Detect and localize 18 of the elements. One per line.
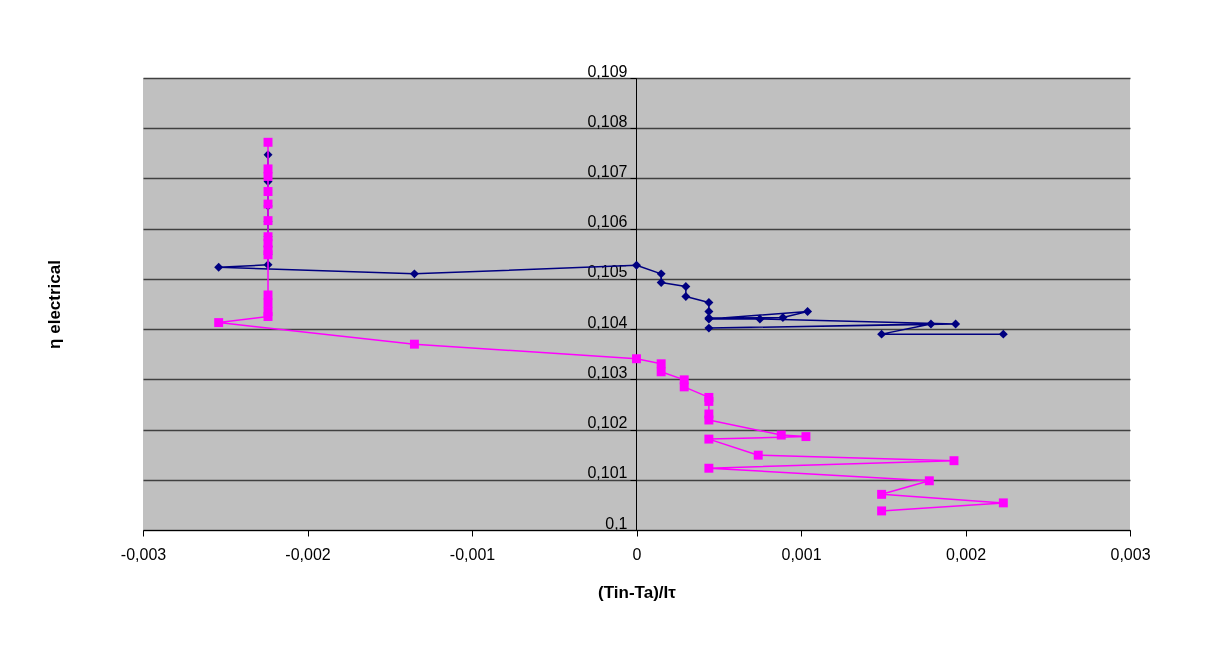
y-tick-label: 0,103	[587, 363, 628, 381]
x-tick-label: 0,001	[781, 545, 822, 563]
y-tick-label: 0,109	[587, 62, 628, 80]
y-tick-label: 0,106	[587, 213, 628, 231]
y-tick-label: 0,1	[605, 514, 628, 532]
y-tick-label: 0,104	[587, 313, 628, 331]
y-axis-title: η electrical	[45, 260, 64, 349]
y-tick-label: 0,107	[587, 162, 628, 180]
x-tick-label: 0,003	[1110, 545, 1151, 563]
y-tick-label: 0,108	[587, 112, 628, 130]
x-tick-label: 0,002	[945, 545, 987, 563]
x-axis-title: (Tin-Ta)/Iτ	[598, 582, 677, 602]
x-tick-label: 0	[632, 545, 642, 563]
x-tick-label: -0,002	[285, 545, 331, 563]
x-tick-label: -0,001	[449, 545, 496, 563]
y-tick-label: 0,101	[587, 464, 628, 482]
y-tick-label: 0,102	[587, 414, 628, 432]
x-tick-label: -0,003	[120, 545, 167, 563]
